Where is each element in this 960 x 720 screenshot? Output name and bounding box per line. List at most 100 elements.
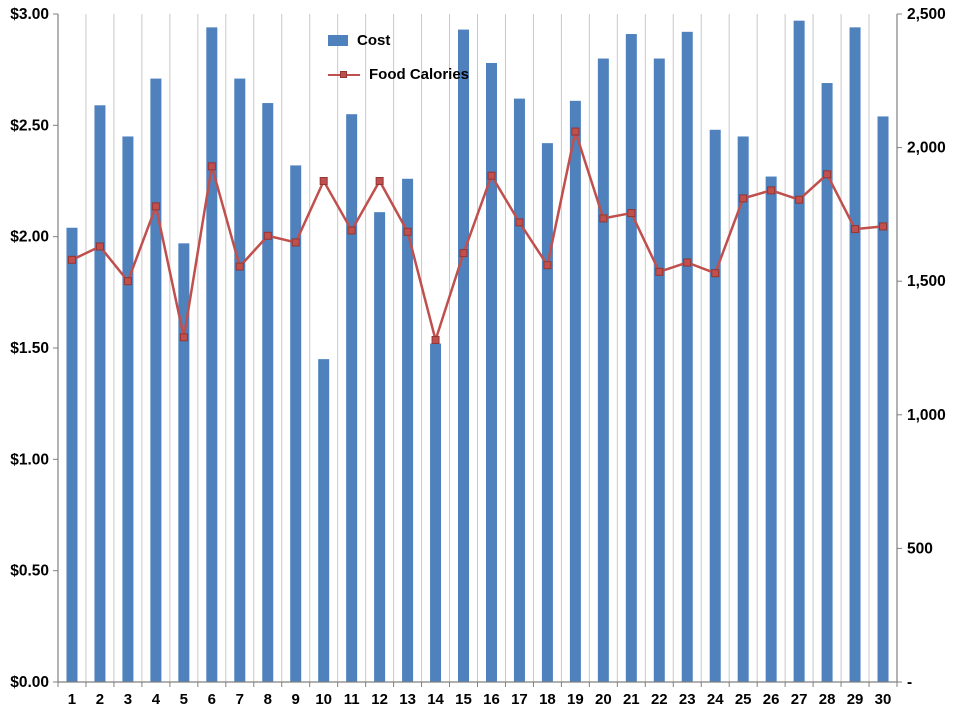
food-calories-marker-icon	[319, 177, 328, 185]
left-axis-label: $1.50	[10, 340, 49, 357]
bar-cost	[541, 143, 553, 682]
x-axis-label: 5	[180, 691, 188, 708]
x-axis-label: 6	[208, 691, 216, 708]
food-calories-line	[70, 130, 885, 342]
right-axis-label: -	[907, 674, 912, 691]
x-axis-label: 11	[344, 691, 360, 708]
legend-label-food-calories: Food Calories	[369, 66, 470, 83]
bar-cost	[597, 58, 609, 683]
x-axis-label: 27	[791, 691, 808, 708]
cost-series-swatch-icon	[328, 35, 348, 46]
legend-item-cost[interactable]: Cost	[328, 32, 469, 49]
x-axis-label: 3	[124, 691, 132, 708]
bar-cost	[122, 136, 134, 682]
bar-cost	[430, 343, 442, 682]
food-calories-marker-icon	[347, 226, 356, 235]
bar-cost	[737, 136, 749, 682]
bar-cost	[653, 58, 665, 683]
food-calories-marker-icon	[599, 214, 608, 223]
x-axis-label: 15	[455, 691, 472, 708]
bar-cost	[849, 27, 861, 683]
food-calories-marker-icon	[851, 225, 860, 234]
food-calories-marker-icon	[879, 222, 888, 231]
right-axis-label: 2,500	[907, 6, 946, 23]
x-axis-label: 26	[763, 691, 780, 708]
x-axis-label: 1	[68, 691, 76, 708]
food-calories-marker-icon	[375, 177, 384, 185]
bar-cost	[458, 29, 470, 682]
food-calories-marker-icon	[683, 258, 692, 267]
food-calories-marker-icon	[179, 333, 188, 342]
bar-cost	[485, 62, 497, 682]
bar-cost	[681, 31, 693, 682]
bar-cost	[234, 78, 246, 682]
bar-cost	[346, 114, 358, 682]
food-calories-marker-icon	[403, 227, 412, 236]
x-axis-label: 18	[539, 691, 556, 708]
bar-cost	[66, 227, 78, 682]
food-calories-marker-icon	[67, 255, 76, 264]
right-axis-label: 1,000	[907, 407, 946, 424]
x-axis-label: 30	[875, 691, 892, 708]
x-axis-label: 22	[651, 691, 668, 708]
food-calories-marker-icon	[739, 194, 748, 203]
right-axis-label: 2,000	[907, 140, 946, 157]
x-axis-label: 9	[292, 691, 300, 708]
x-axis-label: 20	[595, 691, 612, 708]
food-calories-marker-icon	[95, 242, 104, 251]
left-axis-label: $2.50	[10, 117, 49, 134]
bar-cost	[94, 105, 106, 682]
left-axis-label: $3.00	[10, 6, 49, 23]
x-axis-label: 2	[96, 691, 104, 708]
bar-cost	[765, 176, 777, 682]
bar-cost	[290, 165, 302, 682]
bar-cost	[374, 212, 386, 682]
legend-item-food-calories[interactable]: Food Calories	[328, 66, 469, 83]
bar-cost	[877, 116, 889, 683]
food-calories-marker-icon	[795, 195, 804, 204]
x-axis-label: 14	[427, 691, 444, 708]
left-axis-label: $2.00	[10, 229, 49, 246]
x-axis-label: 25	[735, 691, 752, 708]
bar-cost	[793, 20, 805, 683]
food-calories-marker-icon	[543, 261, 552, 270]
right-axis-label: 500	[907, 540, 933, 557]
bar-cost	[821, 83, 833, 682]
legend-label-cost: Cost	[357, 32, 391, 49]
bar-cost	[709, 129, 721, 682]
food-calories-marker-icon	[291, 238, 300, 247]
food-calories-marker-icon	[123, 277, 132, 286]
x-axis-label: 28	[819, 691, 836, 708]
food-calories-marker-icon	[151, 202, 160, 211]
x-axis-label: 19	[567, 691, 584, 708]
food-calories-marker-icon	[459, 249, 468, 258]
left-axis-label: $0.50	[10, 563, 49, 580]
bar-cost	[625, 34, 637, 683]
food-calories-marker-icon	[340, 71, 347, 78]
x-axis-label: 29	[847, 691, 864, 708]
x-axis-label: 21	[623, 691, 640, 708]
x-axis-label: 4	[152, 691, 161, 708]
bar-cost	[318, 359, 330, 682]
food-calories-marker-icon	[487, 171, 496, 180]
bar-cost	[262, 103, 274, 683]
food-calories-series-swatch-icon	[328, 71, 360, 78]
food-calories-marker-icon	[627, 209, 636, 218]
food-calories-marker-icon	[823, 170, 832, 179]
x-axis-label: 17	[511, 691, 528, 708]
x-axis-label: 16	[483, 691, 500, 708]
food-calories-marker-icon	[767, 186, 776, 195]
x-axis-label: 7	[236, 691, 244, 708]
legend: Cost Food Calories	[328, 32, 469, 83]
left-axis-label: $1.00	[10, 451, 49, 468]
food-calories-marker-icon	[431, 335, 440, 344]
food-calories-marker-icon	[515, 218, 524, 227]
bar-cost	[569, 100, 581, 683]
x-axis-label: 13	[399, 691, 416, 708]
x-axis-label: 10	[315, 691, 332, 708]
x-axis-label: 12	[371, 691, 388, 708]
x-axis-label: 24	[707, 691, 724, 708]
food-calories-marker-icon	[207, 162, 216, 171]
food-calories-marker-icon	[263, 231, 272, 240]
